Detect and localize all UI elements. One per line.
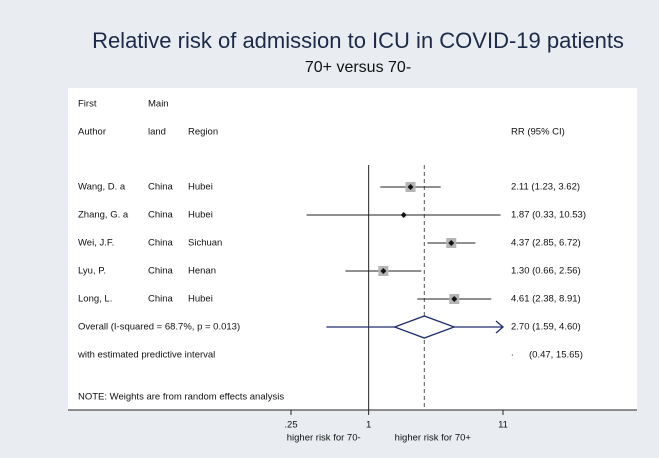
x-label-left: higher risk for 70- (287, 433, 361, 444)
point-estimate (400, 212, 407, 218)
author: Long, L. (78, 294, 112, 305)
region: Hubei (188, 294, 213, 305)
ci-label: 1.87 (0.33, 10.53) (511, 210, 586, 221)
x-label-right: higher risk for 70+ (395, 433, 472, 444)
arrow-head (495, 320, 504, 334)
mainland: China (148, 294, 174, 305)
point-estimate (407, 184, 414, 190)
ci-label: 4.37 (2.85, 6.72) (511, 238, 581, 249)
overall-diamond (392, 315, 457, 339)
plot-panel (68, 88, 637, 410)
header: RR (95% CI) (511, 127, 565, 138)
predictive-estimate: . (511, 348, 514, 359)
ci-label: (0.47, 15.65) (529, 350, 583, 361)
author: Wang, D. a (78, 182, 126, 193)
author: Wei, J.F. (78, 238, 114, 249)
author: Lyu, P. (78, 266, 106, 277)
note: NOTE: Weights are from random effects an… (78, 392, 284, 403)
point-estimate (380, 268, 387, 274)
ci-label: 2.11 (1.23, 3.62) (511, 182, 580, 193)
ci-label: 1.30 (0.66, 2.56) (511, 266, 581, 277)
x-tick-label: .25 (284, 420, 297, 431)
mainland: China (148, 238, 174, 249)
header: Author (78, 127, 106, 138)
chart-title: Relative risk of admission to ICU in COV… (92, 28, 624, 53)
header: Main (148, 99, 169, 110)
ci-label: 2.70 (1.59, 4.60) (511, 322, 581, 333)
header: land (148, 127, 166, 138)
header: Region (188, 127, 218, 138)
region: Hubei (188, 182, 213, 193)
overall-label: Overall (I-squared = 68.7%, p = 0.013) (78, 322, 240, 333)
mainland: China (148, 210, 174, 221)
x-tick-label: 11 (498, 420, 508, 431)
ci-label: 4.61 (2.38, 8.91) (511, 294, 581, 305)
x-tick-label: 1 (366, 420, 371, 431)
mainland: China (148, 182, 174, 193)
mainland: China (148, 266, 174, 277)
point-estimate (451, 296, 458, 302)
region: Hubei (188, 210, 213, 221)
author: Zhang, G. a (78, 210, 129, 221)
predictive-label: with estimated predictive interval (77, 350, 215, 361)
region: Henan (188, 266, 216, 277)
region: Sichuan (188, 238, 222, 249)
header: First (78, 99, 97, 110)
point-estimate (448, 240, 455, 246)
chart-subtitle: 70+ versus 70- (305, 59, 411, 76)
